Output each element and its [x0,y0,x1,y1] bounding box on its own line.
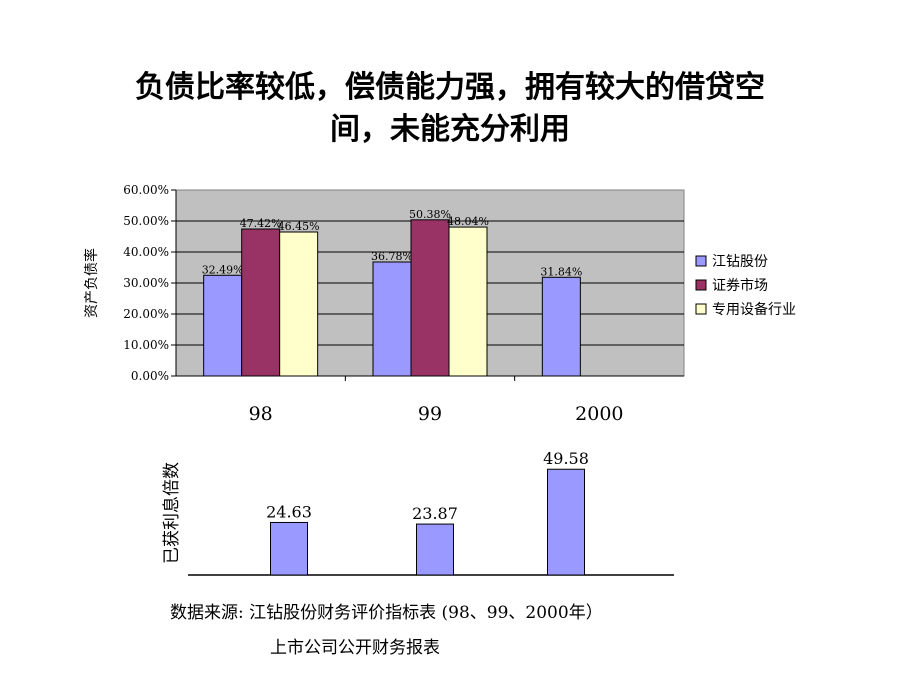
bar-专用设备行业-98 [279,231,319,377]
legend-entry: 江钻股份 [712,254,768,270]
coverage-bar [270,521,308,576]
coverage-bar [416,523,454,576]
bar-江钻股份-98 [203,274,243,377]
x-tick-label: 99 [418,403,442,425]
data-label: 46.45% [278,220,320,233]
legend-swatch [695,303,707,315]
data-source-line-1: 数据来源: 江钻股份财务评价指标表 (98、99、2000年） [170,603,603,623]
data-label: 49.58 [543,449,589,468]
legend-swatch [695,279,707,291]
data-label: 47.42% [240,217,282,230]
x-tick-label: 2000 [575,403,623,425]
coverage-bar [547,468,585,576]
slide-title-line-1: 负债比率较低，偿债能力强，拥有较大的借贷空 [135,70,765,105]
y-tick-label: 30.00% [123,276,169,290]
legend-entry: 专用设备行业 [712,301,796,318]
y-tick-label: 0.00% [131,369,169,383]
slide-title-line-2: 间，未能充分利用 [330,112,570,147]
data-label: 23.87 [412,504,458,523]
bar-专用设备行业-99 [448,226,488,377]
y-tick-label: 10.00% [123,338,169,352]
y-axis-label: 已获利息倍数 [162,462,182,564]
data-label: 31.84% [540,265,582,278]
y-tick-label: 40.00% [123,245,169,259]
data-label: 50.38% [409,208,451,221]
bar-江钻股份-2000 [541,276,581,377]
y-axis-label: 资产负债率 [83,248,100,318]
y-tick-label: 60.00% [123,183,169,197]
data-label: 24.63 [266,502,312,521]
y-tick-label: 50.00% [123,214,169,228]
data-label: 48.04% [447,215,489,228]
legend-swatch [695,255,707,267]
data-label: 32.49% [202,263,244,276]
data-label: 36.78% [371,250,413,263]
legend-entry: 证券市场 [712,277,768,294]
data-source-line-2: 上市公司公开财务报表 [270,638,440,658]
x-tick-label: 98 [249,403,273,425]
bar-江钻股份-99 [372,261,412,377]
y-tick-label: 20.00% [123,307,169,321]
bar-证券市场-99 [410,219,450,377]
